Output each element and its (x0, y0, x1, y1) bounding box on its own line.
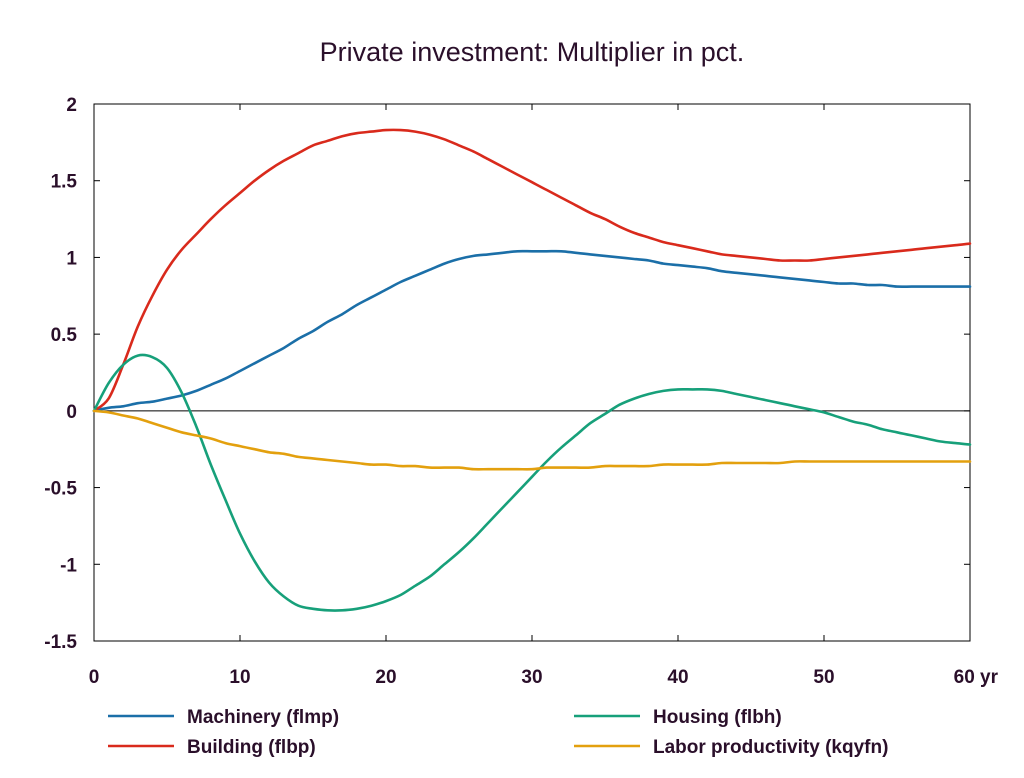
y-tick-label: 1.5 (51, 172, 78, 193)
x-tick-label: 10 (229, 667, 250, 688)
legend: Machinery (flmp) Building (flbp) Housing (… (108, 707, 888, 758)
plot-area (93, 103, 971, 642)
series-line-machinery-flmp (92, 249, 972, 413)
y-tick-label: 2 (66, 95, 77, 116)
series-line-housing-flbh (92, 353, 972, 612)
x-tick-label: 60 yr (954, 667, 999, 688)
y-tick-label: -0.5 (44, 479, 77, 500)
y-tick-label: -1.5 (44, 632, 77, 653)
legend-label: Machinery (flmp) (187, 707, 339, 728)
x-tick-label: 0 (89, 667, 100, 688)
y-tick-label: 0 (66, 402, 77, 423)
legend-item-machinery-flmp: Machinery (flmp) (108, 707, 339, 728)
legend-label: Housing (flbh) (653, 707, 782, 728)
legend-label: Labor productivity (kqyfn) (653, 737, 888, 758)
legend-item-housing-flbh: Housing (flbh) (574, 707, 782, 728)
legend-label: Building (flbp) (187, 737, 316, 758)
series-layer (92, 128, 972, 612)
y-tick-label: 1 (66, 248, 77, 269)
legend-item-building-flbp: Building (flbp) (108, 737, 316, 758)
y-tick-label: -1 (60, 555, 77, 576)
x-tick-label: 40 (667, 667, 688, 688)
x-tick-label: 30 (521, 667, 542, 688)
plot-frame (93, 103, 971, 642)
legend-item-labor-productivity-kqyfn: Labor productivity (kqyfn) (574, 737, 888, 758)
series-line-labor-productivity-kqyfn (92, 409, 972, 471)
chart-title: Private investment: Multiplier in pct. (320, 37, 745, 67)
y-tick-label: 0.5 (51, 325, 78, 346)
axes: 2 1.5 1 0.5 0 -0.5 -1 -1.5 0 10 20 30 40 50 60 yr (44, 95, 998, 688)
x-tick-label: 50 (813, 667, 834, 688)
series-line-building-flbp (92, 128, 972, 413)
x-tick-label: 20 (375, 667, 396, 688)
